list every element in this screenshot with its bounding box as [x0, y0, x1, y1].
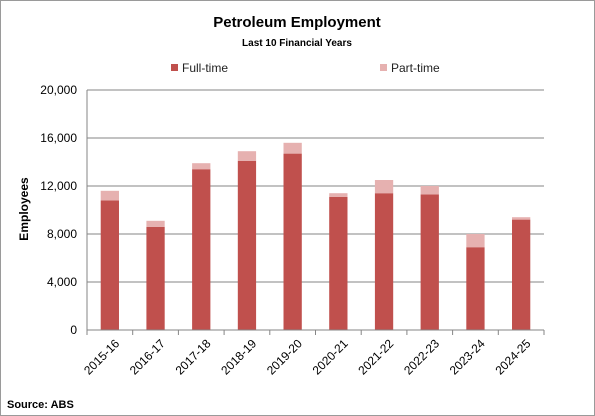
- x-tick-label: 2018-19: [218, 336, 259, 377]
- chart-title: Petroleum Employment: [213, 14, 381, 31]
- bar-part-time-2016-17: [146, 220, 165, 227]
- x-tick-label: 2024-25: [492, 336, 533, 377]
- chart-subtitle: Last 10 Financial Years: [242, 38, 352, 49]
- legend: Full-time Part-time: [171, 61, 440, 75]
- x-tick-label: 2015-16: [81, 336, 122, 377]
- bar-part-time-2015-16: [100, 190, 119, 201]
- bar-full-time-2020-21: [329, 196, 348, 330]
- legend-label-part-time: Part-time: [391, 61, 440, 75]
- x-tick-label: 2021-22: [355, 336, 396, 377]
- y-tick-label: 8,000: [47, 227, 77, 241]
- bar-full-time-2019-20: [283, 153, 302, 330]
- y-tick-label: 20,000: [40, 83, 77, 97]
- bar-part-time-2023-24: [466, 234, 485, 248]
- bar-full-time-2022-23: [420, 194, 439, 330]
- legend-swatch-part-time: [380, 64, 387, 71]
- bar-part-time-2022-23: [420, 186, 439, 195]
- y-tick-label: 12,000: [40, 179, 77, 193]
- bar-part-time-2019-20: [283, 142, 302, 154]
- y-tick-label: 0: [70, 323, 77, 337]
- x-tick-label: 2019-20: [264, 336, 305, 377]
- y-tick-label: 4,000: [47, 275, 77, 289]
- bar-full-time-2021-22: [374, 193, 394, 330]
- bar-full-time-2023-24: [466, 247, 485, 330]
- bar-part-time-2020-21: [329, 193, 348, 197]
- x-tick-label: 2020-21: [310, 336, 351, 377]
- bar-full-time-2024-25: [512, 219, 531, 330]
- bar-part-time-2017-18: [192, 163, 211, 170]
- bar-part-time-2024-25: [512, 217, 531, 220]
- x-tick-label: 2016-17: [127, 336, 168, 377]
- bar-part-time-2021-22: [374, 180, 394, 194]
- x-tick-label: 2022-23: [401, 336, 442, 377]
- x-tick-label: 2017-18: [173, 336, 214, 377]
- bar-full-time-2016-17: [146, 226, 165, 330]
- legend-swatch-full-time: [171, 64, 178, 71]
- x-tick-labels: 2015-16 2016-17 2017-18 2018-19 2019-20 2020-…: [81, 336, 534, 377]
- bar-part-time-2018-19: [237, 151, 257, 161]
- bar-full-time-2015-16: [100, 200, 119, 330]
- axes: [86, 90, 545, 335]
- x-tick-label: 2023-24: [447, 336, 488, 377]
- source-note: Source: ABS: [7, 399, 74, 411]
- y-tick-labels: 0 4,000 8,000 12,000 16,000 20,000: [40, 83, 77, 337]
- bar-full-time-2018-19: [237, 160, 257, 330]
- legend-label-full-time: Full-time: [182, 61, 228, 75]
- bars: [100, 142, 531, 330]
- y-tick-label: 16,000: [40, 131, 77, 145]
- y-axis-label: Employees: [17, 177, 31, 241]
- bar-full-time-2017-18: [192, 169, 211, 330]
